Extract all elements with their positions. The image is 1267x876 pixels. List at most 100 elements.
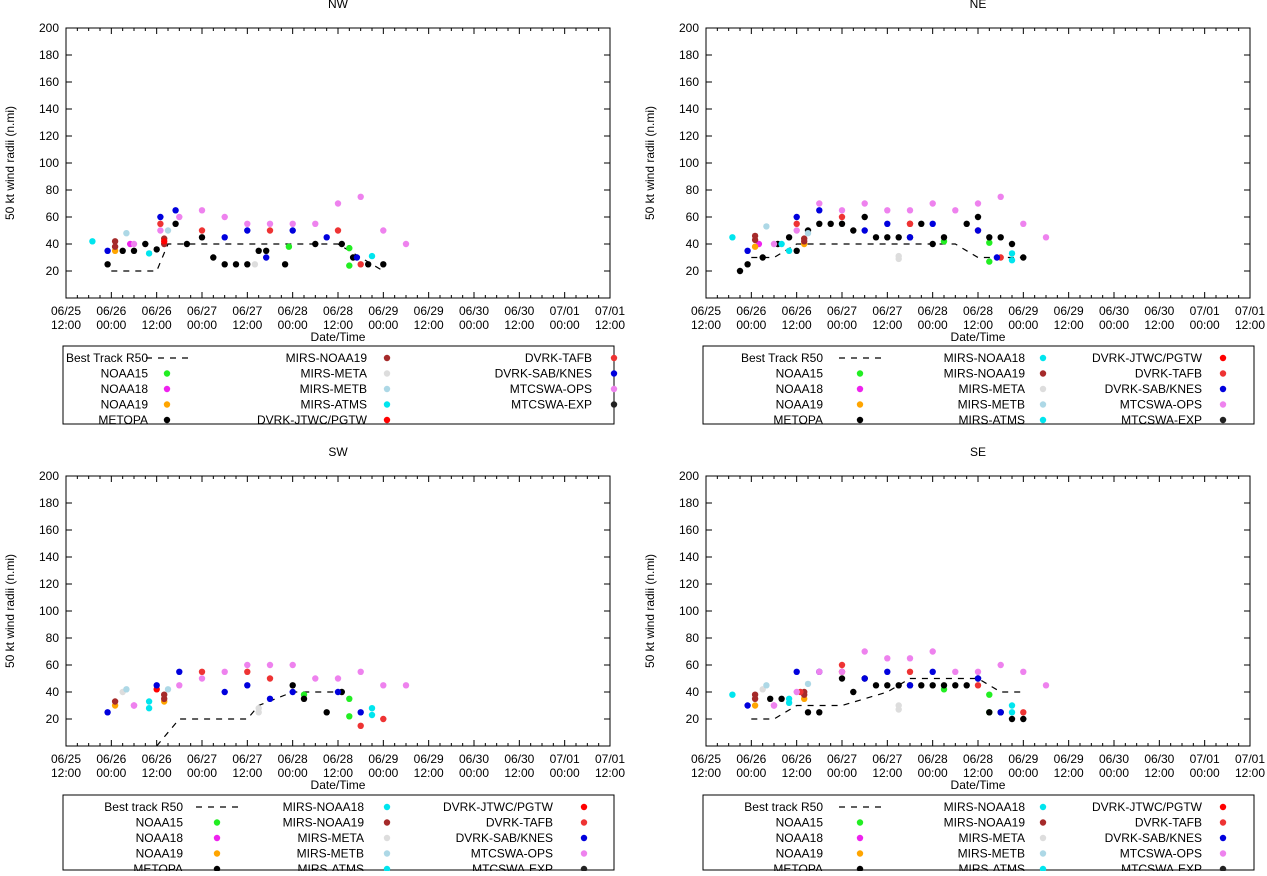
x-tick-label: 12:00 — [872, 766, 902, 780]
legend-key-dot — [163, 416, 171, 424]
data-point — [198, 675, 206, 682]
panel-sw: SW2040608010012014016018020006/2512:0006… — [3, 445, 625, 876]
data-point — [918, 220, 925, 227]
data-point — [929, 668, 936, 675]
data-point — [164, 686, 172, 693]
data-point — [906, 655, 914, 662]
x-tick-label: 06/26 — [142, 304, 172, 318]
data-point — [940, 234, 948, 241]
x-tick-label: 06/25 — [51, 752, 81, 766]
x-tick-label: 00:00 — [278, 766, 308, 780]
data-point — [838, 668, 846, 675]
data-point — [804, 230, 812, 237]
data-point — [1042, 682, 1050, 689]
legend-key-dot — [1219, 354, 1227, 362]
x-tick-label: 00:00 — [459, 318, 489, 332]
x-tick-label: 06/26 — [782, 752, 812, 766]
data-point — [816, 207, 823, 214]
x-tick-label: 06/30 — [1144, 752, 1174, 766]
data-point — [929, 682, 936, 689]
legend-key-dot — [1039, 385, 1047, 393]
x-tick-label: 12:00 — [142, 318, 172, 332]
data-point — [963, 220, 970, 227]
x-tick-label: 06/29 — [414, 752, 444, 766]
x-tick-label: 12:00 — [963, 766, 993, 780]
x-tick-label: 06/28 — [278, 304, 308, 318]
legend-key-dot — [580, 834, 588, 842]
data-point — [963, 682, 970, 689]
x-tick-label: 07/01 — [1190, 752, 1220, 766]
x-tick-label: 00:00 — [1190, 318, 1220, 332]
data-point — [263, 254, 270, 261]
y-tick-label: 120 — [39, 129, 59, 143]
y-tick-label: 120 — [679, 577, 699, 591]
data-point — [285, 243, 293, 250]
x-tick-label: 06/29 — [368, 752, 398, 766]
data-point — [289, 688, 296, 696]
data-point — [198, 234, 206, 241]
legend-label: DVRK-JTWC/PGTW — [443, 800, 554, 814]
y-axis-label: 50 kt wind radii (n.mi) — [3, 554, 17, 668]
legend-label: MIRS-METB — [297, 847, 364, 861]
legend-key-dot — [1219, 401, 1227, 408]
x-tick-label: 06/27 — [232, 304, 262, 318]
x-tick-label: 00:00 — [96, 318, 126, 332]
data-point — [172, 207, 179, 214]
x-tick-label: 12:00 — [414, 318, 444, 332]
legend-label: NOAA18 — [776, 382, 824, 396]
legend-label: MTCSWA-EXP — [1121, 862, 1202, 871]
data-point — [997, 709, 1004, 716]
data-point — [1008, 257, 1016, 264]
y-tick-label: 100 — [679, 156, 699, 170]
x-tick-label: 06/29 — [414, 304, 444, 318]
legend-label: Best track R50 — [104, 800, 183, 814]
legend-key-dot — [856, 385, 864, 393]
data-point — [929, 648, 936, 655]
legend-key-dot — [610, 354, 618, 362]
legend-key-dot — [383, 385, 391, 393]
legend-key-dot — [580, 803, 588, 811]
data-point — [221, 261, 228, 268]
legend-key-dot — [1219, 819, 1227, 826]
legend-label: MIRS-META — [959, 382, 1025, 396]
data-point — [793, 220, 800, 227]
chart-title: SE — [970, 445, 986, 459]
x-tick-label: 12:00 — [1054, 318, 1084, 332]
data-point — [368, 711, 376, 719]
legend-label: DVRK-TAFB — [486, 816, 553, 830]
data-point — [895, 706, 902, 713]
data-point — [263, 247, 270, 254]
x-tick-label: 12:00 — [782, 318, 812, 332]
data-point — [778, 240, 785, 248]
data-point — [334, 227, 342, 234]
data-point — [1020, 715, 1027, 723]
data-point — [884, 220, 891, 227]
y-tick-label: 200 — [39, 21, 59, 35]
x-tick-label: 06/28 — [918, 304, 948, 318]
data-point — [161, 238, 168, 245]
x-tick-label: 00:00 — [827, 318, 857, 332]
data-point — [940, 682, 948, 689]
y-tick-label: 180 — [39, 496, 59, 510]
chart-title: NE — [970, 0, 987, 11]
data-point — [906, 220, 914, 227]
data-point — [838, 207, 846, 214]
plot-frame — [705, 27, 1251, 299]
legend-label: DVRK-SAB/KNES — [456, 831, 553, 845]
data-point — [974, 675, 982, 682]
data-point — [346, 244, 353, 252]
x-axis-label: Date/Time — [311, 330, 366, 344]
x-tick-label: 06/26 — [782, 304, 812, 318]
data-point — [145, 698, 153, 705]
legend-key-dot — [383, 819, 391, 826]
data-point — [986, 691, 993, 698]
legend-key-dot — [1219, 834, 1227, 842]
data-point — [357, 668, 364, 675]
data-point — [895, 234, 902, 241]
legend-label: MTCSWA-EXP — [472, 862, 553, 871]
x-tick-label: 12:00 — [963, 318, 993, 332]
legend-key-dot — [383, 803, 391, 811]
data-point — [357, 722, 364, 729]
data-point — [974, 200, 982, 207]
